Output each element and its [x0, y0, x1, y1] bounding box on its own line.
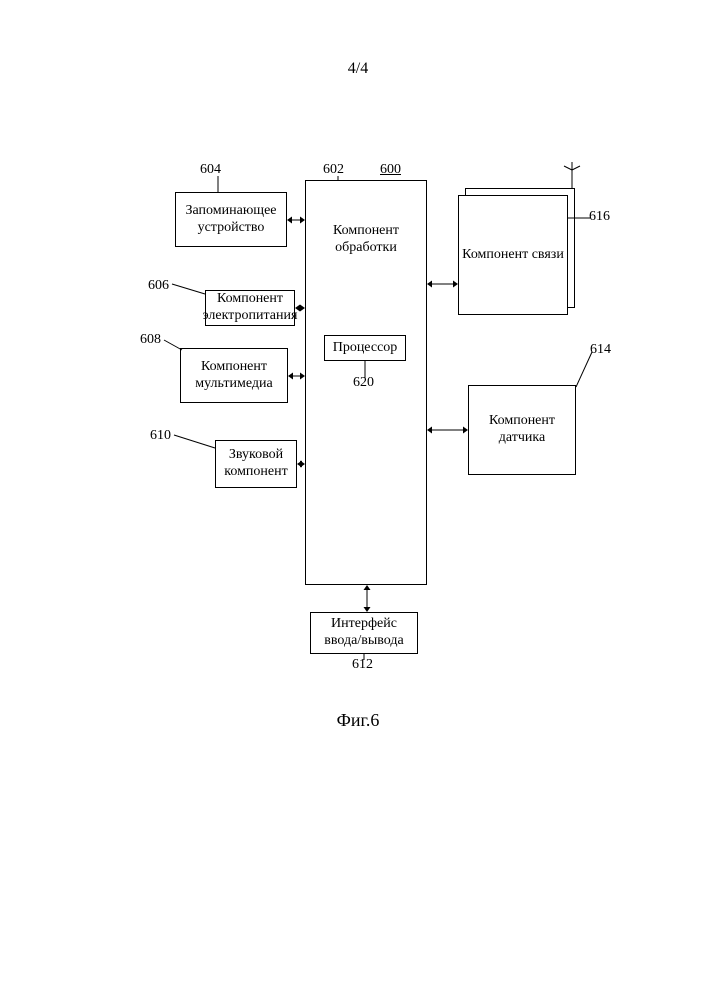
- ref-616: 616: [589, 209, 610, 225]
- multimedia-box: Компонент мультимедиа: [180, 348, 288, 403]
- ref-620: 620: [353, 375, 374, 391]
- audio-box: Звуковой компонент: [215, 440, 297, 488]
- processing-label: Компонент обработки: [306, 223, 426, 257]
- figure-canvas: 4/4 Компонент обработки Процессор Запоми…: [0, 0, 716, 1000]
- ref-614: 614: [590, 342, 611, 358]
- figure-caption: Фиг.6: [0, 710, 716, 731]
- processor-box: Процессор: [324, 335, 406, 361]
- ref-606: 606: [148, 278, 169, 294]
- ref-604: 604: [200, 162, 221, 178]
- ref-602: 602: [323, 162, 344, 178]
- memory-box: Запоминающее устройство: [175, 192, 287, 247]
- ref-608: 608: [140, 332, 161, 348]
- comm-box: Компонент связи: [458, 195, 568, 315]
- io-box: Интерфейс ввода/вывода: [310, 612, 418, 654]
- sensor-box: Компонент датчика: [468, 385, 576, 475]
- page-number: 4/4: [0, 60, 716, 78]
- power-box: Компонент электропитания: [205, 290, 295, 326]
- ref-612: 612: [352, 657, 373, 673]
- ref-600: 600: [380, 162, 401, 178]
- ref-610: 610: [150, 428, 171, 444]
